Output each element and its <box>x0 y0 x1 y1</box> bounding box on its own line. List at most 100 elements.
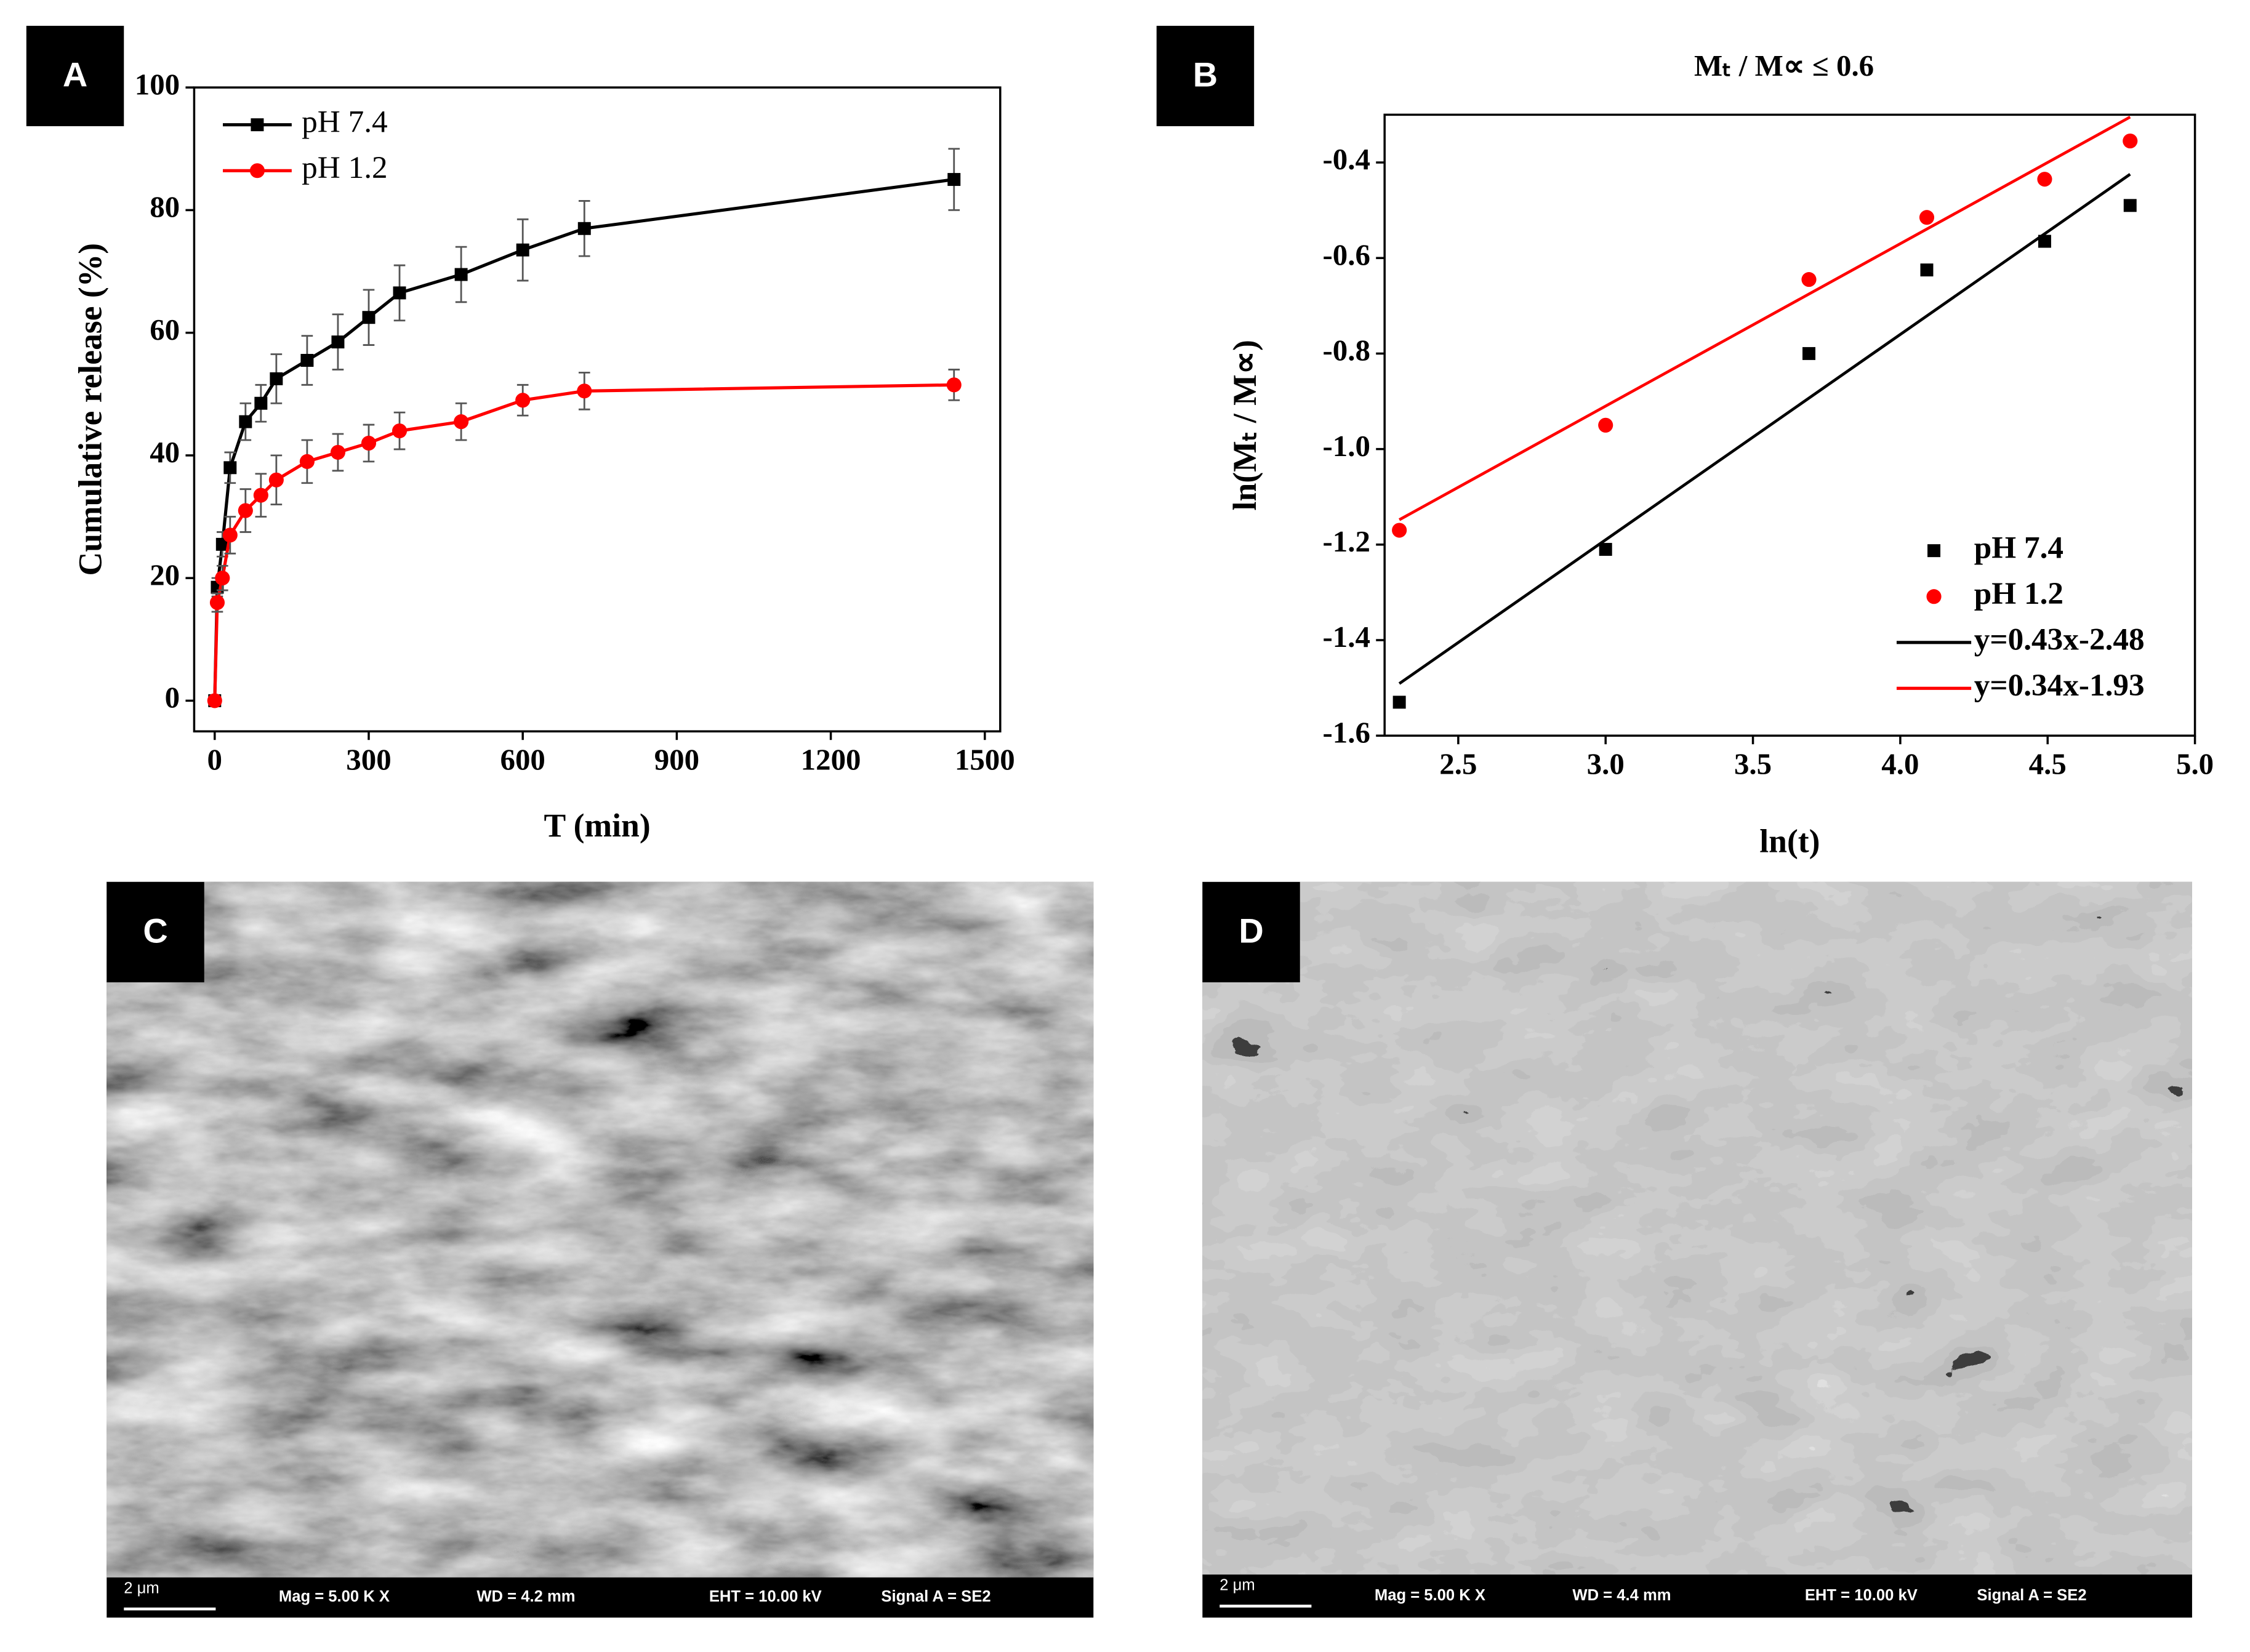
marker <box>1919 210 1935 225</box>
y-tick-label: -1.6 <box>1322 715 1370 749</box>
y-tick-label: -0.6 <box>1322 238 1370 271</box>
marker <box>1927 544 1941 558</box>
marker <box>209 595 225 611</box>
marker <box>2038 235 2051 248</box>
x-tick-label: 600 <box>500 743 545 777</box>
marker <box>253 487 268 503</box>
x-tick-label: 4.5 <box>2029 747 2067 781</box>
marker <box>2123 134 2138 149</box>
sem-scale: 2 μm <box>1219 1577 1255 1594</box>
marker <box>1926 589 1942 604</box>
marker <box>516 243 529 257</box>
panel-label: D <box>1239 912 1263 950</box>
x-tick-label: 1200 <box>801 743 861 777</box>
marker <box>270 372 283 385</box>
marker <box>577 222 591 235</box>
y-tick-label: 0 <box>165 681 180 715</box>
legend-label: pH 1.2 <box>302 150 388 185</box>
x-tick-label: 3.5 <box>1734 747 1772 781</box>
marker <box>223 461 237 475</box>
panel-label: A <box>63 55 87 94</box>
x-tick-label: 0 <box>207 743 222 777</box>
fit-line <box>1399 116 2131 521</box>
series-line <box>213 178 955 701</box>
sem-image <box>106 881 1094 1578</box>
marker <box>362 311 376 324</box>
legend-label: pH 7.4 <box>302 104 388 139</box>
marker <box>577 383 592 399</box>
panel-label: C <box>143 912 167 950</box>
marker <box>2123 199 2137 212</box>
x-tick-label: 300 <box>346 743 391 777</box>
x-tick-label: 1500 <box>955 743 1015 777</box>
x-tick-label: 900 <box>654 743 699 777</box>
sem-signal: Signal A = SE2 <box>1977 1587 2086 1604</box>
y-tick-label: -0.4 <box>1322 142 1370 176</box>
marker <box>222 527 238 543</box>
sem-wd: WD = 4.4 mm <box>1572 1587 1671 1604</box>
marker <box>392 423 408 439</box>
marker <box>1599 543 1612 556</box>
marker <box>1392 696 1406 709</box>
y-tick-label: -1.2 <box>1322 524 1370 558</box>
marker <box>1920 263 1934 277</box>
marker <box>215 537 229 551</box>
marker <box>239 415 252 428</box>
marker <box>254 396 268 410</box>
panel-label-box <box>26 25 124 127</box>
marker <box>215 571 230 586</box>
marker <box>947 173 961 186</box>
sem-info-bar <box>106 1577 1094 1618</box>
sem-mag: Mag = 5.00 K X <box>279 1588 390 1605</box>
sem-info-bar <box>1202 1574 2192 1618</box>
panel-label: B <box>1193 55 1218 94</box>
marker <box>393 286 406 300</box>
marker <box>1802 347 1815 360</box>
x-axis-label: T (min) <box>544 807 651 844</box>
plot-frame <box>1383 113 2196 737</box>
y-tick-label: -1.0 <box>1322 429 1370 463</box>
marker <box>238 503 253 518</box>
marker <box>249 163 265 178</box>
marker <box>454 414 469 430</box>
marker <box>1598 417 1613 433</box>
marker <box>268 472 284 487</box>
legend-label: pH 1.2 <box>1974 576 2063 611</box>
marker <box>515 393 531 408</box>
marker <box>946 377 962 393</box>
marker <box>361 435 377 451</box>
x-axis-label: ln(t) <box>1759 823 1820 860</box>
sem-scale: 2 μm <box>124 1579 159 1597</box>
y-tick-label: 40 <box>150 435 180 469</box>
sem-eht: EHT = 10.00 kV <box>709 1588 822 1605</box>
sem-signal: Signal A = SE2 <box>881 1588 990 1605</box>
legend-label: y=0.34x-1.93 <box>1974 668 2145 703</box>
panel-label-box <box>106 881 204 982</box>
marker <box>331 335 345 349</box>
marker <box>251 118 264 132</box>
marker <box>300 353 314 367</box>
fit-line <box>1398 173 2131 685</box>
y-tick-label: 20 <box>150 558 180 591</box>
marker <box>299 454 315 469</box>
y-tick-label: 60 <box>150 313 180 347</box>
marker <box>330 444 345 460</box>
marker <box>454 268 468 281</box>
chart-title: Mₜ / M∝ ≤ 0.6 <box>1694 49 1874 82</box>
x-tick-label: 3.0 <box>1587 747 1625 781</box>
legend-label: y=0.43x-2.48 <box>1974 622 2145 657</box>
sem-mag: Mag = 5.00 K X <box>1375 1587 1485 1604</box>
legend-label: pH 7.4 <box>1974 530 2063 565</box>
y-axis-label: Cumulative release (%) <box>72 243 109 576</box>
x-tick-label: 5.0 <box>2176 747 2214 781</box>
panel-label-box <box>1156 25 1255 127</box>
x-tick-label: 2.5 <box>1439 747 1477 781</box>
x-tick-label: 4.0 <box>1881 747 1919 781</box>
y-tick-label: -0.8 <box>1322 334 1370 367</box>
marker <box>1392 523 1407 538</box>
y-tick-label: 100 <box>135 67 180 101</box>
marker <box>1801 272 1817 287</box>
y-axis-label: ln(Mₜ / M∝) <box>1226 340 1263 510</box>
